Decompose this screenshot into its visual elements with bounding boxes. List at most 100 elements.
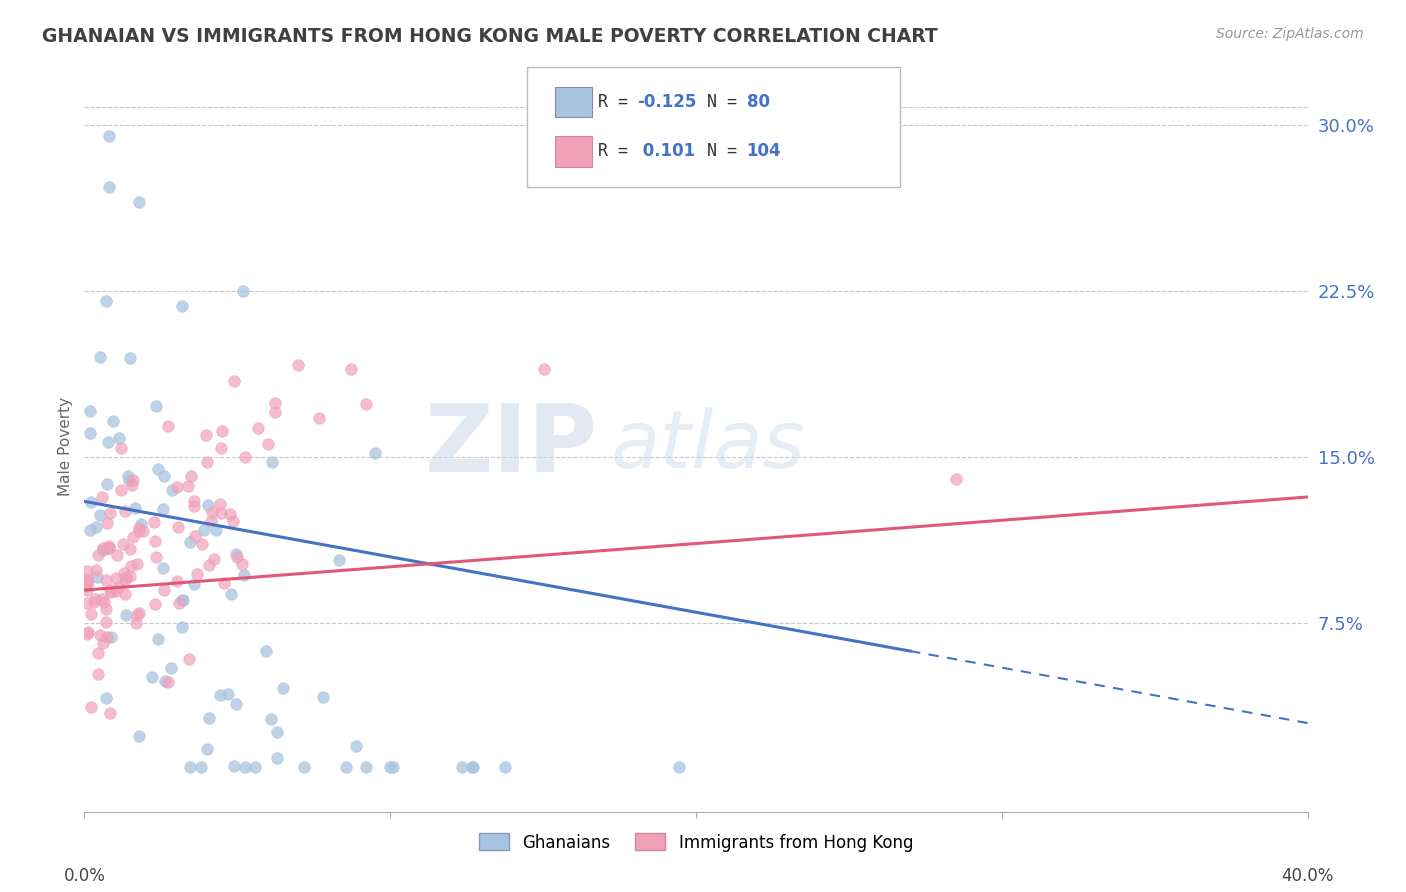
- Point: [145, 549, 167, 564]
- Point: [91, 541, 114, 555]
- Point: [212, 576, 235, 591]
- Text: N =: N =: [707, 93, 747, 112]
- Text: atlas: atlas: [610, 407, 806, 485]
- Point: [105, 584, 128, 599]
- Point: [97, 541, 120, 556]
- Point: [197, 711, 219, 725]
- Point: [86, 570, 108, 584]
- Point: [208, 497, 231, 511]
- Point: [76, 574, 98, 589]
- Point: [172, 593, 194, 607]
- Point: [87, 549, 110, 563]
- Point: [143, 534, 166, 549]
- Point: [124, 500, 146, 515]
- Point: [344, 739, 367, 753]
- Point: [264, 404, 287, 418]
- Point: [94, 615, 117, 630]
- Point: [260, 455, 283, 469]
- Legend: Ghanaians, Immigrants from Hong Kong: Ghanaians, Immigrants from Hong Kong: [472, 827, 920, 858]
- Point: [167, 520, 190, 534]
- Point: [193, 523, 215, 537]
- Point: [266, 724, 288, 739]
- Point: [166, 480, 188, 494]
- Point: [198, 558, 221, 572]
- Point: [208, 688, 231, 702]
- Point: [533, 362, 555, 376]
- Point: [97, 540, 120, 554]
- Point: [96, 516, 118, 531]
- Point: [183, 499, 205, 513]
- Point: [108, 431, 131, 445]
- Point: [127, 557, 149, 571]
- Point: [264, 395, 287, 409]
- Point: [77, 624, 100, 639]
- Point: [121, 473, 143, 487]
- Point: [328, 553, 350, 567]
- Point: [79, 426, 101, 441]
- Point: [266, 750, 288, 764]
- Point: [233, 567, 256, 582]
- Point: [197, 742, 219, 756]
- Point: [204, 523, 226, 537]
- Point: [233, 760, 256, 774]
- Point: [91, 542, 114, 557]
- Point: [142, 515, 165, 529]
- Point: [246, 421, 269, 435]
- Point: [381, 760, 404, 774]
- Point: [76, 582, 98, 597]
- Point: [945, 472, 967, 486]
- Point: [100, 585, 122, 599]
- Point: [120, 559, 142, 574]
- Point: [243, 760, 266, 774]
- Point: [98, 541, 121, 555]
- Point: [143, 597, 166, 611]
- Point: [179, 760, 201, 774]
- Point: [87, 646, 110, 660]
- Point: [191, 537, 214, 551]
- Point: [195, 428, 218, 442]
- Point: [209, 442, 232, 456]
- Point: [160, 660, 183, 674]
- Point: [219, 507, 242, 521]
- Point: [79, 494, 101, 508]
- Point: [97, 435, 120, 450]
- Point: [451, 760, 474, 774]
- Point: [97, 179, 120, 194]
- Point: [209, 506, 232, 520]
- Point: [257, 437, 280, 451]
- Point: [91, 636, 114, 650]
- Point: [222, 514, 245, 528]
- Text: N =: N =: [707, 143, 747, 161]
- Point: [202, 551, 225, 566]
- Point: [121, 478, 143, 492]
- Text: 0.0%: 0.0%: [63, 867, 105, 885]
- Point: [100, 630, 122, 644]
- Point: [461, 760, 484, 774]
- Point: [76, 596, 98, 610]
- Point: [129, 516, 152, 531]
- Point: [94, 573, 117, 587]
- Point: [112, 566, 135, 581]
- Point: [152, 583, 174, 598]
- Point: [217, 687, 239, 701]
- Point: [114, 607, 136, 622]
- Point: [153, 674, 176, 689]
- Text: 0.101: 0.101: [637, 143, 695, 161]
- Point: [80, 700, 103, 714]
- Point: [117, 473, 139, 487]
- Point: [190, 760, 212, 774]
- Point: [79, 523, 101, 537]
- Point: [110, 483, 132, 497]
- Point: [104, 571, 127, 585]
- Point: [201, 505, 224, 519]
- Point: [89, 508, 111, 522]
- Point: [114, 574, 136, 588]
- Point: [117, 469, 139, 483]
- Point: [183, 577, 205, 591]
- Point: [91, 592, 114, 607]
- Point: [211, 424, 233, 438]
- Point: [76, 578, 98, 592]
- Point: [91, 490, 114, 504]
- Point: [93, 595, 115, 609]
- Point: [254, 643, 277, 657]
